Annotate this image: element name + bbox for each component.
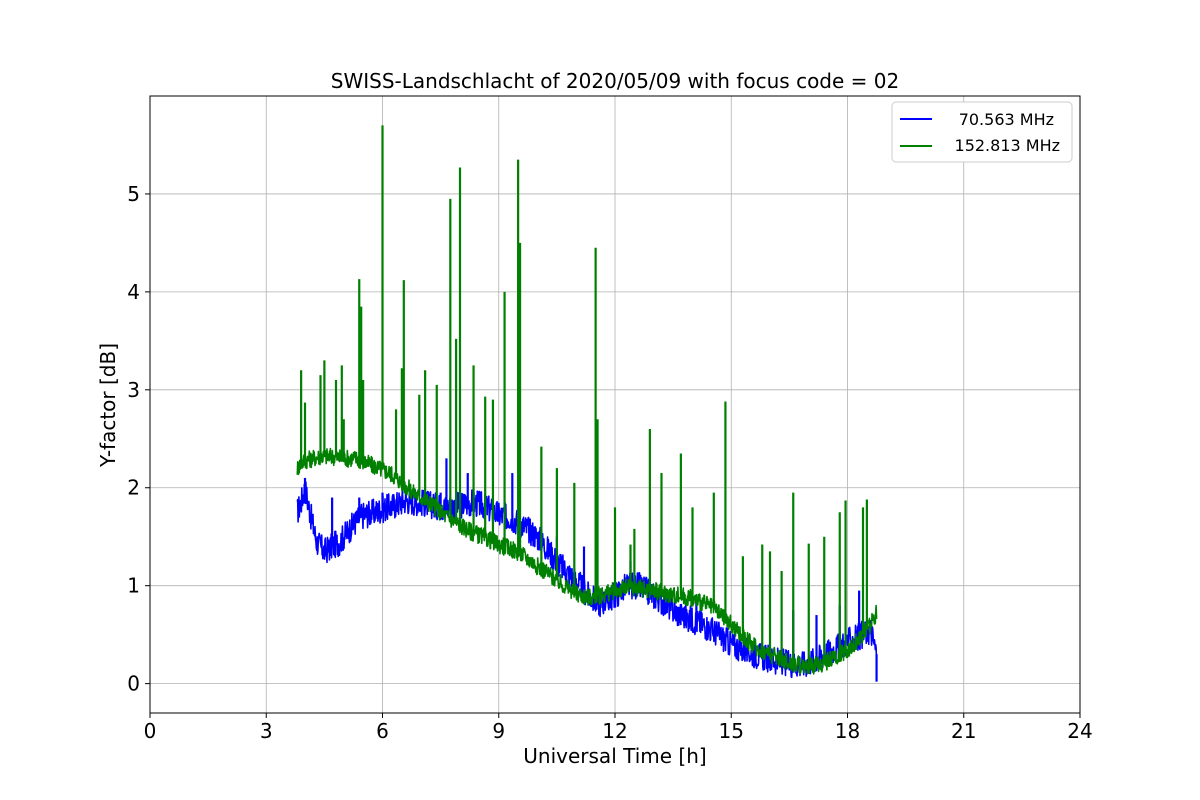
y-tick-label: 3	[127, 378, 140, 402]
series-line	[296, 447, 878, 675]
y-tick-label: 0	[127, 672, 140, 696]
y-tick-label: 5	[127, 182, 140, 206]
legend-box	[891, 101, 1073, 163]
series-1	[296, 125, 878, 675]
series-layer	[296, 125, 878, 682]
y-tick-label: 1	[127, 574, 140, 598]
y-axis-label: Y-factor [dB]	[96, 343, 120, 468]
x-tick-label: 21	[951, 719, 976, 743]
x-tick-label: 15	[719, 719, 744, 743]
legend-label-70mhz: 70.563 MHz	[959, 110, 1054, 129]
x-tick-label: 0	[144, 719, 157, 743]
x-tick-label: 18	[835, 719, 860, 743]
y-tick-label: 4	[127, 280, 140, 304]
chart-title: SWISS-Landschlacht of 2020/05/09 with fo…	[331, 69, 899, 93]
x-tick-label: 3	[260, 719, 273, 743]
x-axis-label: Universal Time [h]	[523, 744, 706, 768]
y-tick-label: 2	[127, 476, 140, 500]
legend: 70.563 MHz 152.813 MHz	[891, 101, 1073, 163]
x-tick-label: 24	[1067, 719, 1092, 743]
legend-label-152mhz: 152.813 MHz	[955, 136, 1060, 155]
x-tick-label: 12	[602, 719, 627, 743]
x-tick-label: 9	[492, 719, 505, 743]
x-tick-label: 6	[376, 719, 389, 743]
